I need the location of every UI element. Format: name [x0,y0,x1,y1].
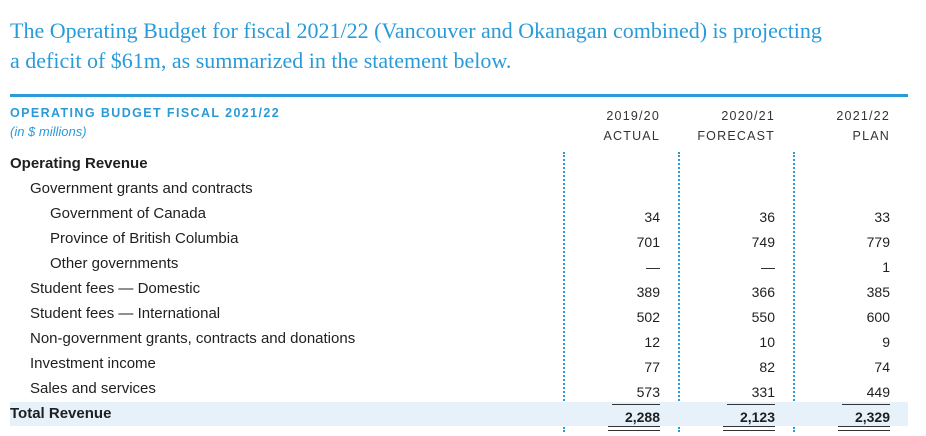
column-divider [563,152,565,432]
table-row: Total Revenue 2,288 2,123 2,329 [0,405,926,430]
intro-line-2: a deficit of $61m, as summarized in the … [10,48,512,73]
table-title: OPERATING BUDGET FISCAL 2021/22 [10,106,281,120]
intro-line-1: The Operating Budget for fiscal 2021/22 … [10,18,822,43]
row-label: Sales and services [30,380,156,397]
row-value: 701 [636,234,660,250]
row-value: 366 [751,284,775,300]
column-header-2021-22: 2021/22 PLAN [836,106,890,146]
row-value: 2,288 [624,409,660,425]
row-value: — [646,259,660,275]
row-value: 33 [874,209,890,225]
table-row: Operating Revenue [0,155,926,180]
table-row: Sales and services 573 331 449 [0,380,926,405]
column-divider [678,152,680,432]
row-value: 600 [866,309,890,325]
row-value: 34 [644,209,660,225]
row-label: Government grants and contracts [30,180,253,197]
row-label: Government of Canada [50,205,206,222]
table-row: Student fees — Domestic 389 366 385 [0,280,926,305]
intro-paragraph: The Operating Budget for fiscal 2021/22 … [10,16,900,76]
total-double-rule [838,426,890,431]
row-value: 2,123 [739,409,775,425]
column-header-2020-21: 2020/21 FORECAST [697,106,775,146]
row-value: 749 [751,234,775,250]
row-value: 779 [866,234,890,250]
row-value: 389 [636,284,660,300]
row-label: Non-government grants, contracts and don… [30,330,356,347]
column-year: 2021/22 [836,109,890,123]
table-row: Investment income 77 82 74 [0,355,926,380]
total-row-highlight [10,402,908,426]
column-type: ACTUAL [603,129,660,143]
row-value: 10 [759,334,775,350]
column-year: 2020/21 [721,109,775,123]
subtotal-rule [727,404,775,405]
table-row: Government grants and contracts [0,180,926,205]
total-double-rule [608,426,660,431]
table-row: Province of British Columbia 701 749 779 [0,230,926,255]
row-value: 502 [636,309,660,325]
row-label: Total Revenue [10,405,112,422]
row-value: 2,329 [854,409,890,425]
column-year: 2019/20 [606,109,660,123]
row-value: 331 [751,384,775,400]
row-value: 550 [751,309,775,325]
row-value: 449 [866,384,890,400]
row-value: 385 [866,284,890,300]
row-value: 77 [644,359,660,375]
table-row: Student fees — International 502 550 600 [0,305,926,330]
column-divider [793,152,795,432]
table-row: Non-government grants, contracts and don… [0,330,926,355]
column-type: PLAN [852,129,890,143]
table-top-rule [10,94,908,97]
row-label: Investment income [30,355,156,372]
table-row: Other governments — — 1 [0,255,926,280]
row-value: — [761,259,775,275]
row-value: 1 [882,259,890,275]
subtotal-rule [612,404,660,405]
column-type: FORECAST [697,129,775,143]
table-row: Government of Canada 34 36 33 [0,205,926,230]
row-label: Operating Revenue [10,155,148,172]
row-value: 12 [644,334,660,350]
row-label: Student fees — International [30,305,221,322]
total-double-rule [723,426,775,431]
row-value: 573 [636,384,660,400]
row-value: 82 [759,359,775,375]
row-label: Other governments [50,255,179,272]
row-label: Student fees — Domestic [30,280,201,297]
row-value: 74 [874,359,890,375]
subtotal-rule [842,404,890,405]
table-subtitle: (in $ millions) [10,124,87,139]
row-value: 36 [759,209,775,225]
row-label: Province of British Columbia [50,230,239,247]
column-header-2019-20: 2019/20 ACTUAL [603,106,660,146]
row-value: 9 [882,334,890,350]
